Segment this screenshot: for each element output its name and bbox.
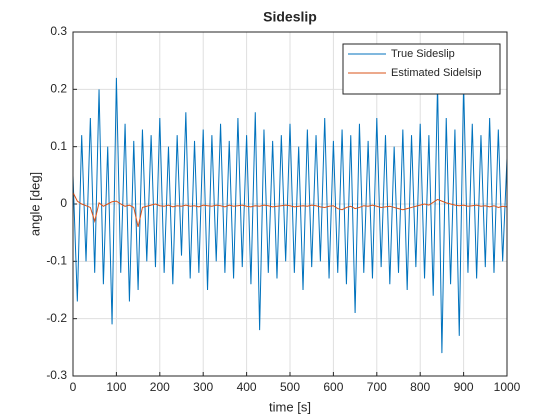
- legend-label: Estimated Sidelsip: [391, 67, 482, 79]
- x-tick-label: 1000: [494, 380, 521, 394]
- x-tick-label: 200: [150, 380, 170, 394]
- series-line: [72, 77, 508, 354]
- x-tick-label: 100: [106, 380, 126, 394]
- y-tick-label: 0: [60, 196, 67, 210]
- series-line: [72, 192, 508, 228]
- chart-title: Sideslip: [263, 9, 317, 25]
- x-tick-label: 400: [237, 380, 257, 394]
- x-tick-label: 600: [323, 380, 343, 394]
- x-axis-label: time [s]: [269, 399, 311, 414]
- x-tick-label: 0: [70, 380, 77, 394]
- y-tick-label: -0.3: [46, 368, 67, 382]
- x-tick-label: 500: [280, 380, 300, 394]
- y-tick-label: 0.3: [50, 24, 67, 38]
- legend-label: True Sideslip: [391, 48, 455, 60]
- x-tick-label: 700: [367, 380, 387, 394]
- legend-box: [342, 43, 501, 95]
- y-tick-label: -0.2: [46, 311, 67, 325]
- y-tick-label: -0.1: [46, 254, 67, 268]
- y-axis-label: angle [deg]: [27, 172, 42, 236]
- x-tick-label: 800: [410, 380, 430, 394]
- y-tick-label: 0.2: [50, 82, 67, 96]
- x-tick-label: 300: [193, 380, 213, 394]
- x-tick-label: 900: [454, 380, 474, 394]
- y-tick-label: 0.1: [50, 139, 67, 153]
- plot-frame: [72, 31, 508, 377]
